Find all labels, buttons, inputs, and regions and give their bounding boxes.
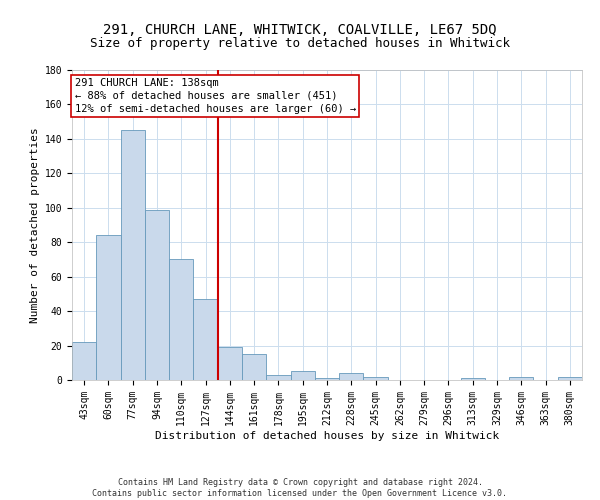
Text: 291 CHURCH LANE: 138sqm
← 88% of detached houses are smaller (451)
12% of semi-d: 291 CHURCH LANE: 138sqm ← 88% of detache… [74,78,356,114]
Bar [364,376,388,380]
Bar [509,376,533,380]
Bar [193,299,218,380]
Bar [266,375,290,380]
X-axis label: Distribution of detached houses by size in Whitwick: Distribution of detached houses by size … [155,430,499,440]
Bar [558,376,582,380]
Bar [242,354,266,380]
Y-axis label: Number of detached properties: Number of detached properties [31,127,40,323]
Bar [169,260,193,380]
Bar [145,210,169,380]
Text: Contains HM Land Registry data © Crown copyright and database right 2024.
Contai: Contains HM Land Registry data © Crown c… [92,478,508,498]
Bar [339,373,364,380]
Bar [72,342,96,380]
Bar [461,378,485,380]
Text: Size of property relative to detached houses in Whitwick: Size of property relative to detached ho… [90,38,510,51]
Bar [218,348,242,380]
Text: 291, CHURCH LANE, WHITWICK, COALVILLE, LE67 5DQ: 291, CHURCH LANE, WHITWICK, COALVILLE, L… [103,22,497,36]
Bar [290,372,315,380]
Bar [315,378,339,380]
Bar [96,236,121,380]
Bar [121,130,145,380]
